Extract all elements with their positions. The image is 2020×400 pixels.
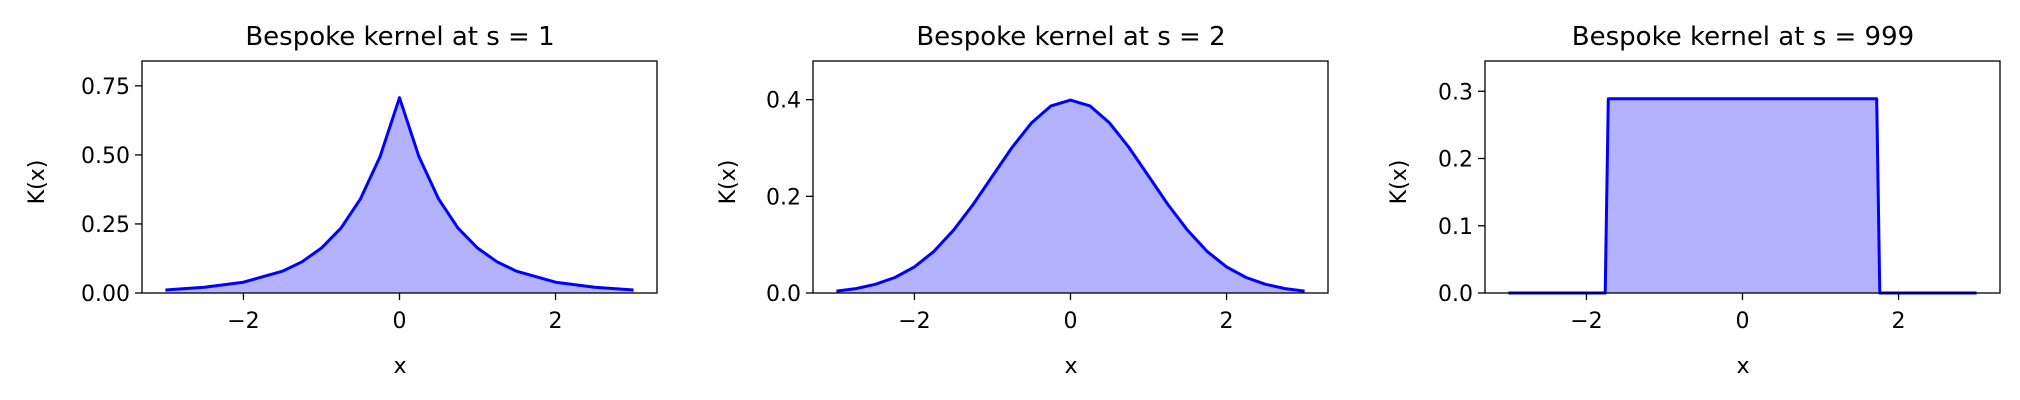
- chart-panel-3: Bespoke kernel at s = 999 −2 0 2 0.0 0.1 0.2 0…: [1387, 22, 2001, 379]
- y-axis-label: K(x): [716, 160, 741, 205]
- plot-area: −2 0 2 0.0 0.1 0.2 0.3: [1438, 60, 2001, 334]
- series-area: [165, 97, 634, 293]
- series-line: [165, 96, 634, 292]
- chart-panel-2: Bespoke kernel at s = 2 −2 0 20.00.20.4 x …: [716, 22, 1329, 379]
- x-tick-label: 2: [549, 309, 563, 334]
- x-tick-label: 0: [1064, 309, 1078, 334]
- x-tick-label: 2: [1892, 309, 1906, 334]
- y-tick-label: 0.4: [766, 89, 801, 114]
- chart-title: Bespoke kernel at s = 2: [916, 22, 1225, 52]
- y-tick-label: 0.3: [1438, 80, 1473, 105]
- y-tick-label: 0.2: [1438, 148, 1473, 173]
- x-tick-label: −2: [898, 309, 930, 334]
- y-tick-label: 0.00: [81, 282, 130, 307]
- series-line: [836, 98, 1305, 293]
- x-axis-label: x: [393, 354, 406, 379]
- x-tick-label: 0: [393, 309, 407, 334]
- series-area: [1508, 98, 1977, 293]
- chart-title: Bespoke kernel at s = 999: [1572, 22, 1914, 52]
- y-tick-label: 0.0: [1438, 282, 1473, 307]
- x-tick-label: 2: [1220, 309, 1234, 334]
- y-axis-label: K(x): [25, 160, 50, 205]
- y-axis-label: K(x): [1387, 160, 1412, 205]
- x-tick-label: 0: [1736, 309, 1750, 334]
- y-tick-label: 0.0: [766, 282, 801, 307]
- y-tick-label: 0.2: [766, 185, 801, 210]
- chart-panel-1: Bespoke kernel at s = 1 −2 0 2 0.00 0.25 0.50…: [25, 22, 658, 379]
- x-tick-label: −2: [1570, 309, 1602, 334]
- y-tick-label: 0.1: [1438, 215, 1473, 240]
- series-area: [836, 100, 1305, 293]
- chart-title: Bespoke kernel at s = 1: [245, 22, 554, 52]
- x-axis-label: x: [1736, 354, 1749, 379]
- y-tick-label: 0.50: [81, 144, 130, 169]
- x-axis-label: x: [1064, 354, 1077, 379]
- plot-area: −2 0 2 0.00 0.25 0.50 0.75: [81, 60, 658, 334]
- y-tick-label: 0.25: [81, 213, 130, 238]
- x-tick-label: −2: [227, 309, 259, 334]
- plot-area: −2 0 2 0.0 0.2 0.4: [766, 60, 1329, 334]
- y-tick-label: 0.75: [81, 75, 130, 100]
